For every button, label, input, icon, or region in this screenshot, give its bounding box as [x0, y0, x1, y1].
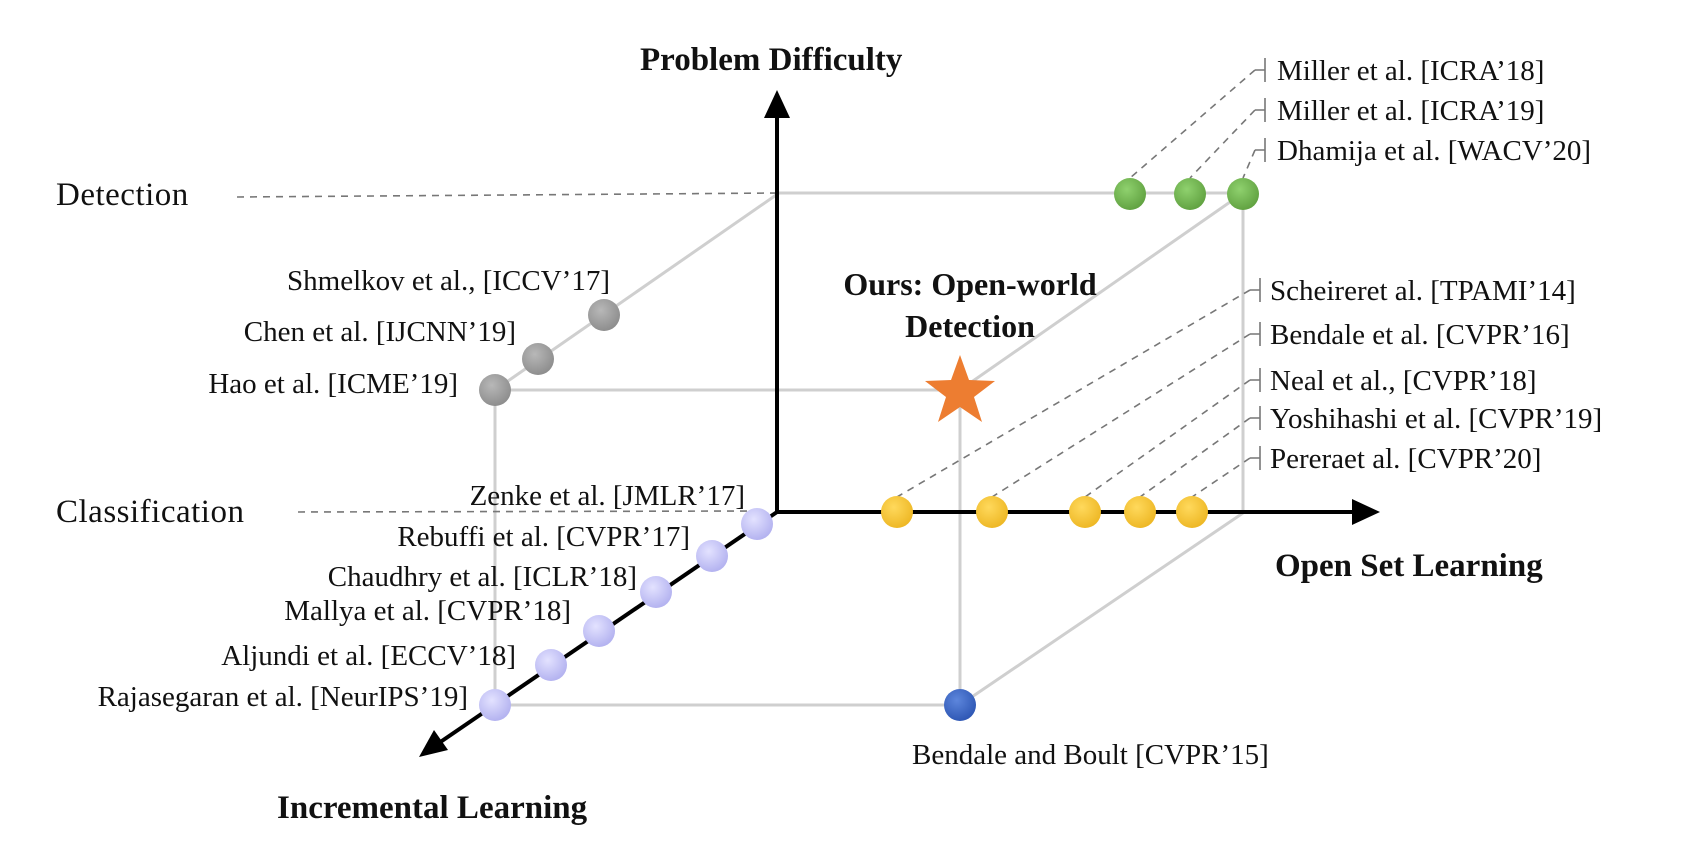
- data-point: [696, 540, 728, 572]
- paper-label: Shmelkov et al., [ICCV’17]: [287, 265, 610, 297]
- paper-label: Scheireret al. [TPAMI’14]: [1270, 275, 1576, 307]
- paper-label: Miller et al. [ICRA’18]: [1277, 55, 1544, 87]
- ours-star-icon: [925, 355, 995, 422]
- paper-label: Rajasegaran et al. [NeurIPS’19]: [98, 681, 468, 713]
- arrow-right-icon: [1352, 499, 1380, 525]
- label-brackets: [1250, 58, 1266, 470]
- classification-open-set-points: [881, 496, 1208, 528]
- paper-label: Chen et al. [IJCNN’19]: [244, 316, 516, 348]
- depth-axis-label: Incremental Learning: [277, 790, 588, 826]
- paper-label: Pereraet al. [CVPR’20]: [1270, 443, 1541, 475]
- data-point: [479, 689, 511, 721]
- paper-label: Yoshihashi et al. [CVPR’19]: [1270, 403, 1602, 435]
- data-point: [881, 496, 913, 528]
- paper-label: Chaudhry et al. [ICLR’18]: [328, 561, 637, 593]
- data-point: [479, 374, 511, 406]
- paper-label: Miller et al. [ICRA’19]: [1277, 95, 1544, 127]
- level-label-detection: Detection: [56, 177, 189, 213]
- arrow-down-left-icon: [419, 730, 448, 757]
- data-point: [535, 649, 567, 681]
- open-set-incremental-point: [944, 689, 976, 721]
- leader-lines: [896, 69, 1256, 498]
- paper-label: Bendale et al. [CVPR’16]: [1270, 319, 1570, 351]
- paper-label: Rebuffi et al. [CVPR’17]: [397, 521, 690, 553]
- data-point: [741, 508, 773, 540]
- paper-label: Hao et al. [ICME’19]: [208, 368, 458, 400]
- paper-label: Bendale and Boult [CVPR’15]: [912, 739, 1269, 771]
- data-point: [583, 615, 615, 647]
- detection-open-set-points: [1114, 178, 1259, 210]
- horizontal-axis-label: Open Set Learning: [1275, 548, 1543, 584]
- data-point: [1174, 178, 1206, 210]
- paper-label: Mallya et al. [CVPR’18]: [284, 595, 571, 627]
- data-point: [640, 576, 672, 608]
- data-point: [976, 496, 1008, 528]
- detection-incremental-points: [479, 299, 620, 406]
- ours-label-line2: Detection: [905, 308, 1035, 344]
- data-point: [1124, 496, 1156, 528]
- arrow-up-icon: [764, 90, 790, 118]
- level-label-classification: Classification: [56, 494, 244, 530]
- data-point: [1176, 496, 1208, 528]
- data-point: [1227, 178, 1259, 210]
- data-point: [588, 299, 620, 331]
- cube-frame: [493, 191, 1245, 707]
- data-point: [522, 343, 554, 375]
- ours-label-line1: Ours: Open-world: [843, 266, 1097, 302]
- paper-label: Aljundi et al. [ECCV’18]: [221, 640, 516, 672]
- data-point: [1114, 178, 1146, 210]
- paper-label: Dhamija et al. [WACV’20]: [1277, 135, 1591, 167]
- vertical-axis-label: Problem Difficulty: [640, 42, 903, 78]
- paper-label: Neal et al., [CVPR’18]: [1270, 365, 1537, 397]
- level-guides: [236, 192, 780, 513]
- classification-incremental-points: [479, 508, 773, 721]
- paper-label: Zenke et al. [JMLR’17]: [470, 480, 745, 512]
- data-point: [1069, 496, 1101, 528]
